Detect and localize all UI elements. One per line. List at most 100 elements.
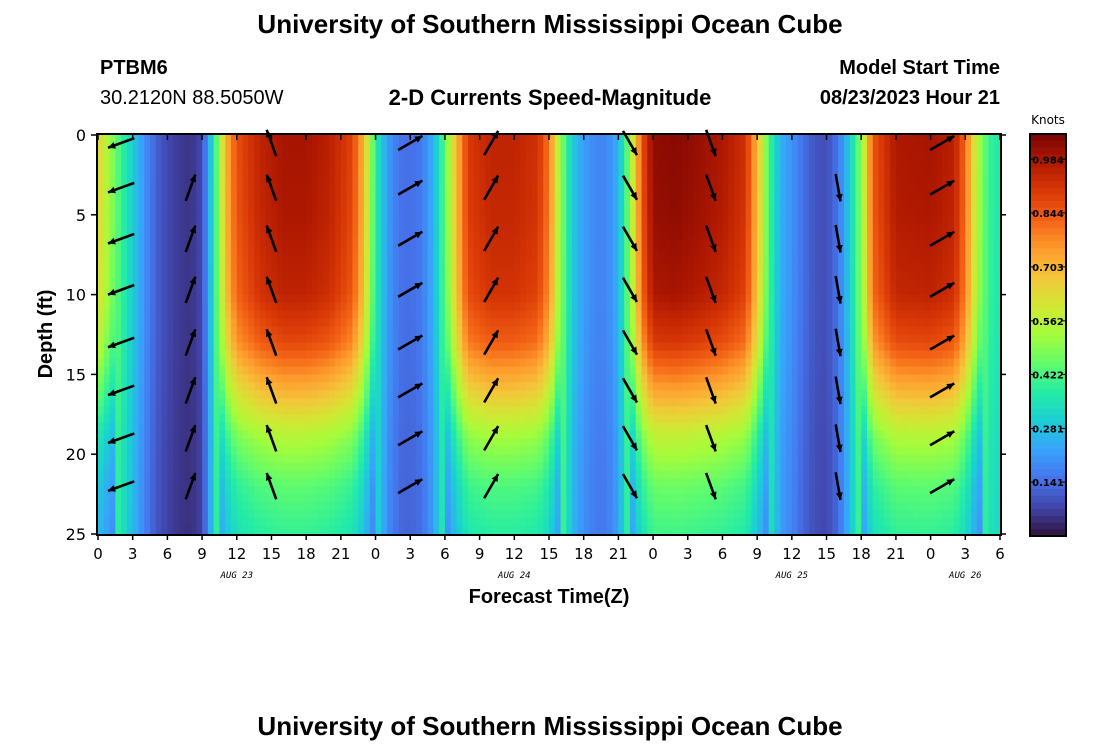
heatmap-cell <box>317 518 325 527</box>
heatmap-cell <box>369 214 377 224</box>
heatmap-cell <box>300 166 307 176</box>
heatmap-cell <box>306 254 313 264</box>
heatmap-cell <box>254 310 261 320</box>
heatmap-cell <box>283 246 290 256</box>
heatmap-cell <box>629 302 637 312</box>
heatmap-cell <box>392 510 400 519</box>
heatmap-cell <box>664 526 672 535</box>
heatmap-cell <box>560 302 567 312</box>
heatmap-cell <box>173 470 180 479</box>
heatmap-cell <box>254 398 261 407</box>
heatmap-cell <box>398 518 406 527</box>
heatmap-cell <box>346 526 354 535</box>
heatmap-cell <box>277 406 284 415</box>
heatmap-cell <box>161 294 168 304</box>
heatmap-cell <box>283 182 290 192</box>
heatmap-cell <box>317 446 325 455</box>
heatmap-cell <box>219 278 226 288</box>
heatmap-cell <box>363 230 371 240</box>
heatmap-cell <box>340 358 348 368</box>
heatmap-cell <box>155 486 163 495</box>
heatmap-cell <box>601 446 608 455</box>
heatmap-cell <box>502 518 510 527</box>
heatmap-cell <box>323 190 330 200</box>
heatmap-cell <box>439 142 446 152</box>
heatmap-cell <box>462 334 469 344</box>
heatmap-cell <box>346 166 354 176</box>
heatmap-cell <box>109 230 116 240</box>
heatmap-cell <box>456 262 463 272</box>
heatmap-cell <box>491 494 498 503</box>
heatmap-cell <box>271 342 278 352</box>
heatmap-cell <box>496 494 504 503</box>
heatmap-cell <box>404 518 411 527</box>
heatmap-cell <box>444 182 452 192</box>
heatmap-cell <box>560 374 567 383</box>
heatmap-cell <box>537 182 544 192</box>
heatmap-cell <box>572 262 579 272</box>
heatmap-cell <box>560 366 567 375</box>
heatmap-cell <box>167 150 174 160</box>
heatmap-cell <box>161 214 168 224</box>
heatmap-cell <box>520 518 527 527</box>
heatmap-cell <box>601 366 608 375</box>
heatmap-cell <box>265 310 273 320</box>
heatmap-cell <box>352 350 359 360</box>
heatmap-cell <box>103 470 111 479</box>
heatmap-cell <box>207 486 215 495</box>
heatmap-cell <box>606 135 614 144</box>
heatmap-cell <box>358 478 365 487</box>
heatmap-cell <box>265 222 273 232</box>
heatmap-cell <box>433 366 440 375</box>
heatmap-cell <box>595 294 602 304</box>
heatmap-cell <box>566 135 573 144</box>
heatmap-cell <box>450 462 458 471</box>
heatmap-cell <box>352 390 359 399</box>
heatmap-cell <box>178 310 186 320</box>
heatmap-cell <box>624 318 631 328</box>
heatmap-cell <box>259 222 267 232</box>
heatmap-cell <box>213 294 221 304</box>
heatmap-cell <box>612 270 619 280</box>
heatmap-cell <box>230 358 238 368</box>
heatmap-cell <box>155 510 163 519</box>
heatmap-cell <box>311 414 319 423</box>
heatmap-cell <box>161 278 168 288</box>
heatmap-cell <box>595 278 602 288</box>
heatmap-cell <box>196 358 203 368</box>
heatmap-cell <box>132 494 140 503</box>
heatmap-cell <box>439 342 446 352</box>
heatmap-cell <box>363 518 371 527</box>
heatmap-cell <box>98 318 105 328</box>
heatmap-cell <box>479 406 486 415</box>
heatmap-cell <box>358 238 365 248</box>
heatmap-cell <box>335 262 342 272</box>
heatmap-cell <box>248 182 255 192</box>
heatmap-cell <box>369 230 377 240</box>
heatmap-cell <box>618 494 625 503</box>
heatmap-cell <box>577 390 585 399</box>
heatmap-cell <box>306 334 313 344</box>
heatmap-cell <box>225 366 232 375</box>
heatmap-cell <box>340 294 348 304</box>
heatmap-cell <box>254 318 261 328</box>
heatmap-cell <box>658 350 666 360</box>
heatmap-cell <box>387 238 394 248</box>
heatmap-cell <box>525 270 533 280</box>
heatmap-cell <box>416 294 423 304</box>
heatmap-cell <box>161 286 168 296</box>
heatmap-cell <box>346 206 354 216</box>
heatmap-cell <box>433 462 440 471</box>
heatmap-cell <box>450 350 458 360</box>
heatmap-cell <box>173 526 180 535</box>
heatmap-cell <box>601 286 608 296</box>
heatmap-cell <box>577 135 585 144</box>
heatmap-cell <box>456 238 463 248</box>
heatmap-cell <box>514 254 521 264</box>
heatmap-cell <box>358 454 365 463</box>
heatmap-cell <box>462 326 469 336</box>
heatmap-cell <box>317 374 325 383</box>
heatmap-cell <box>144 142 151 152</box>
heatmap-cell <box>496 374 504 383</box>
heatmap-cell <box>121 150 128 160</box>
